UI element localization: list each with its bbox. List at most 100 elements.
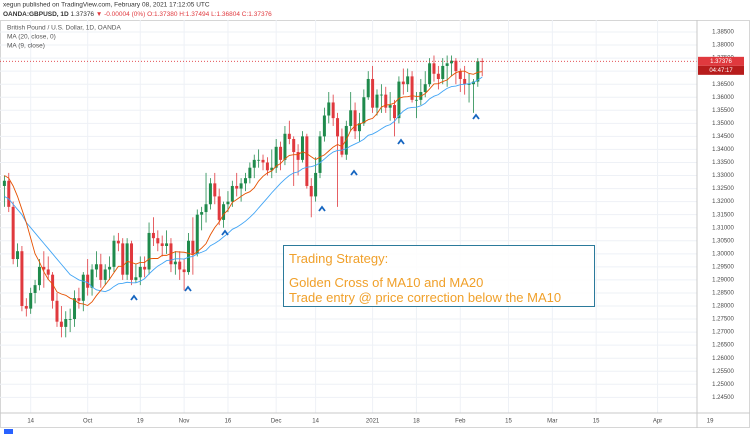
candle-body bbox=[68, 319, 72, 320]
candle-body bbox=[441, 65, 445, 79]
x-tick-label: Feb bbox=[455, 419, 466, 425]
candle-body bbox=[375, 94, 379, 108]
y-tick-label: 1.35000 bbox=[712, 121, 734, 127]
candle-body bbox=[125, 243, 129, 275]
y-tick-label: 1.33500 bbox=[712, 160, 734, 166]
candle-body bbox=[397, 81, 401, 119]
candle-body bbox=[467, 84, 471, 85]
candle-body bbox=[42, 266, 46, 270]
candle-body bbox=[121, 243, 125, 275]
candle-body bbox=[20, 251, 24, 307]
candle-body bbox=[283, 133, 287, 160]
y-tick-label: 1.32000 bbox=[712, 199, 734, 205]
candle-body bbox=[33, 285, 37, 293]
annotation-title: Trading Strategy: bbox=[289, 251, 388, 266]
y-tick-label: 1.26500 bbox=[712, 343, 734, 349]
candle-body bbox=[349, 110, 353, 126]
arrow bbox=[130, 294, 138, 301]
x-tick-label: Oct bbox=[83, 419, 93, 425]
marks bbox=[0, 55, 697, 338]
candle-body bbox=[401, 81, 405, 85]
y-tick-label: 1.26000 bbox=[712, 356, 734, 362]
candle-body bbox=[239, 183, 243, 189]
legend-entry: MA (9, close) bbox=[7, 43, 45, 50]
candle-body bbox=[2, 180, 6, 186]
candle-body bbox=[103, 269, 107, 280]
candle-body bbox=[423, 84, 427, 93]
candle-body bbox=[445, 63, 449, 66]
annotation-line: Trade entry @ price correction below the… bbox=[289, 290, 561, 305]
y-tick-label: 1.31000 bbox=[712, 225, 734, 231]
x-tick-label: Nov bbox=[179, 419, 190, 425]
candle-body bbox=[29, 292, 33, 309]
candle-body bbox=[138, 266, 142, 278]
y-tick-label: 1.33000 bbox=[712, 173, 734, 179]
last-price-box bbox=[698, 56, 744, 66]
candle-body bbox=[182, 269, 186, 273]
candle-body bbox=[112, 240, 116, 267]
arrow bbox=[472, 113, 480, 120]
candle-body bbox=[296, 152, 300, 160]
y-tick-label: 1.29000 bbox=[712, 277, 734, 283]
candle-body bbox=[24, 306, 28, 309]
x-tick-label: 19 bbox=[707, 419, 714, 425]
candle-body bbox=[309, 185, 313, 197]
candle-body bbox=[151, 232, 155, 239]
last: 1.37376 bbox=[71, 11, 95, 18]
y-tick-label: 1.25000 bbox=[712, 382, 734, 388]
candle-body bbox=[108, 266, 112, 270]
candle-body bbox=[274, 146, 278, 168]
candle-body bbox=[410, 76, 414, 100]
logo-mark bbox=[4, 429, 13, 434]
symbol-line: OANDA:GBPUSD, 1D 1.37376 ▼ -0.00004 (0%)… bbox=[3, 11, 272, 18]
y-tick-label: 1.30000 bbox=[712, 251, 734, 257]
candle-body bbox=[143, 266, 147, 270]
candle-body bbox=[147, 232, 151, 270]
candle-body bbox=[11, 206, 15, 260]
candle-body bbox=[393, 105, 397, 119]
x-tick-label: 15 bbox=[593, 419, 600, 425]
candle-body bbox=[200, 212, 204, 215]
published-line: xegun published on TradingView.com, Febr… bbox=[3, 2, 210, 9]
y-tick-label: 1.28500 bbox=[712, 291, 734, 297]
y-tick-label: 1.28000 bbox=[712, 304, 734, 310]
x-tick-label: 15 bbox=[505, 419, 512, 425]
candle-body bbox=[94, 264, 98, 270]
candle-body bbox=[165, 243, 169, 246]
x-tick-label: 16 bbox=[225, 419, 232, 425]
candle-body bbox=[213, 183, 217, 197]
candle-body bbox=[222, 204, 226, 220]
candle-body bbox=[186, 240, 190, 273]
candle-body bbox=[362, 97, 366, 124]
candle-body bbox=[318, 136, 322, 173]
candle-body bbox=[130, 243, 134, 280]
candle-body bbox=[388, 105, 392, 108]
candle-body bbox=[357, 123, 361, 132]
logo bbox=[4, 429, 13, 434]
candle-body bbox=[99, 264, 103, 280]
legend-title: British Pound / U.S. Dollar, 1D, OANDA bbox=[7, 25, 121, 32]
candle-body bbox=[305, 136, 309, 186]
x-tick-label: Dec bbox=[271, 419, 282, 425]
candle-body bbox=[476, 61, 480, 82]
candle-body bbox=[371, 78, 375, 108]
candle-body bbox=[226, 201, 230, 205]
change: ▼ -0.00004 (0%) bbox=[96, 11, 145, 18]
countdown-label: 04:47:17 bbox=[709, 68, 733, 74]
candle-body bbox=[55, 300, 59, 322]
candle-body bbox=[46, 269, 50, 275]
ohlc: O:1.37380 H:1.37494 L:1.36804 C:1.37376 bbox=[147, 11, 272, 18]
candle-body bbox=[248, 167, 252, 179]
candle-body bbox=[450, 60, 454, 64]
candle-body bbox=[414, 99, 418, 101]
candle-body bbox=[257, 159, 261, 161]
ma-line bbox=[4, 70, 483, 307]
candle-body bbox=[463, 78, 467, 85]
candle-body bbox=[432, 63, 436, 74]
candle-body bbox=[173, 261, 177, 265]
candle-body bbox=[322, 115, 326, 137]
x-tick-label: 14 bbox=[312, 419, 319, 425]
arrow bbox=[350, 169, 358, 176]
candle-body bbox=[353, 110, 357, 132]
